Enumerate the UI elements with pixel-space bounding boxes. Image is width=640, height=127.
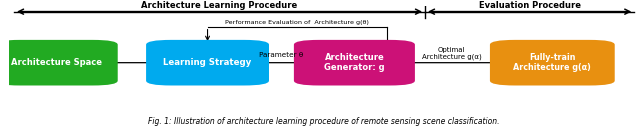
Text: Architecture Space: Architecture Space <box>11 58 102 67</box>
Text: Performance Evaluation of  Architecture g(θ): Performance Evaluation of Architecture g… <box>225 20 369 25</box>
FancyBboxPatch shape <box>0 40 118 85</box>
Text: Learning Strategy: Learning Strategy <box>163 58 252 67</box>
Text: Parameter θ: Parameter θ <box>259 52 303 58</box>
FancyBboxPatch shape <box>490 40 615 85</box>
Text: Architecture Learning Procedure: Architecture Learning Procedure <box>141 2 298 10</box>
FancyBboxPatch shape <box>146 40 269 85</box>
Text: Fig. 1: Illustration of architecture learning procedure of remote sensing scene : Fig. 1: Illustration of architecture lea… <box>148 117 500 126</box>
Text: Optimal
Architecture g(α): Optimal Architecture g(α) <box>422 47 481 60</box>
Text: Evaluation Procedure: Evaluation Procedure <box>479 2 580 10</box>
FancyBboxPatch shape <box>294 40 415 85</box>
Text: Architecture
Generator: g: Architecture Generator: g <box>324 53 385 72</box>
Text: Fully-train
Architecture g(α): Fully-train Architecture g(α) <box>513 53 591 72</box>
